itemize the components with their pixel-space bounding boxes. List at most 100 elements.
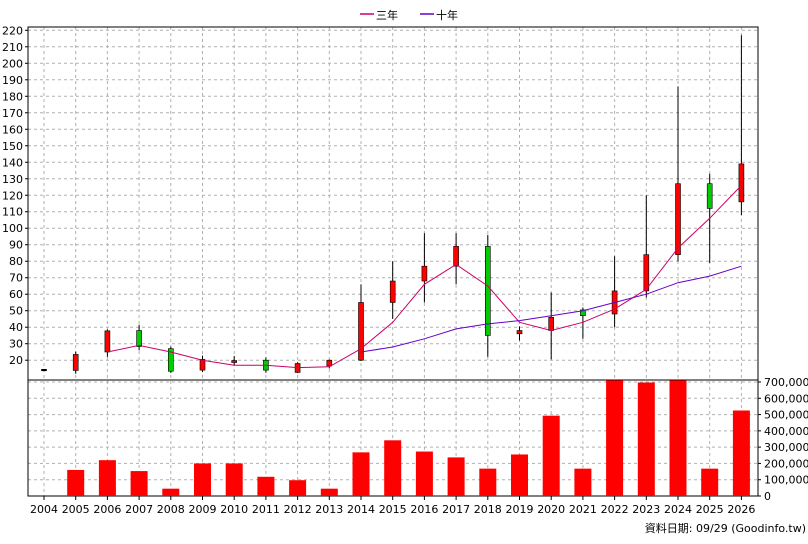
candle-body [580, 309, 586, 316]
candle-body [168, 348, 174, 372]
volume-tick-label: 0 [764, 490, 771, 503]
candle-body [104, 330, 111, 353]
year-tick-label: 2014 [347, 503, 375, 516]
price-tick-label: 160 [2, 123, 23, 136]
source-footer: 資料日期: 09/29 (Goodinfo.tw) [645, 521, 806, 535]
volume-tick-label: 400,000 [764, 425, 808, 438]
price-axis: 20 30 40 50 60 70 80 90 100 110 120 130 140 150 160 170… [2, 24, 28, 367]
price-tick-label: 70 [9, 272, 23, 285]
volume-bar [511, 454, 528, 496]
candle-body [516, 330, 523, 335]
moving-average-line [360, 265, 742, 353]
year-tick-label: 2018 [474, 503, 502, 516]
volume-bar [479, 468, 497, 496]
volume-bars [67, 380, 750, 496]
volume-bar [669, 380, 687, 496]
price-tick-label: 80 [9, 255, 23, 268]
price-tick-label: 20 [9, 354, 23, 367]
price-tick-label: 200 [2, 57, 23, 70]
moving-average-line [107, 185, 742, 369]
price-tick-label: 120 [2, 189, 23, 202]
price-tick-label: 110 [2, 206, 23, 219]
price-tick-label: 140 [2, 156, 23, 169]
year-tick-label: 2006 [93, 503, 121, 516]
candle-body [231, 360, 237, 363]
candle-body [643, 254, 650, 292]
year-tick-label: 2025 [696, 503, 724, 516]
year-axis: 2004 2005 2006 2007 2008 2009 2010 2011 2012 2013… [30, 496, 755, 516]
year-tick-label: 2011 [252, 503, 280, 516]
volume-bar [320, 488, 338, 496]
volume-tick-label: 100,000 [764, 474, 808, 487]
year-tick-label: 2021 [569, 503, 597, 516]
candle-body [389, 280, 396, 303]
price-tick-label: 60 [9, 288, 23, 301]
volume-bar [289, 480, 307, 496]
volume-bar [637, 382, 655, 496]
year-tick-label: 2016 [410, 503, 438, 516]
year-tick-label: 2026 [727, 503, 755, 516]
volume-axis: 0 100,000 200,000 300,000 400,000 500,000 600,… [758, 376, 808, 503]
year-tick-label: 2015 [379, 503, 407, 516]
price-tick-label: 40 [9, 321, 23, 334]
price-tick-label: 100 [2, 222, 23, 235]
year-tick-label: 2020 [537, 503, 565, 516]
year-tick-label: 2012 [284, 503, 312, 516]
candle-body [421, 265, 428, 282]
volume-bar [352, 452, 370, 496]
year-tick-label: 2024 [664, 503, 692, 516]
volume-bar [384, 440, 402, 496]
candle-body [484, 246, 491, 336]
year-tick-label: 2004 [30, 503, 58, 516]
volume-bar [130, 471, 148, 496]
candle-body [72, 354, 79, 371]
volume-bar [574, 468, 592, 496]
year-tick-label: 2008 [157, 503, 185, 516]
year-tick-label: 2009 [189, 503, 217, 516]
year-tick-label: 2013 [315, 503, 343, 516]
volume-bar [225, 463, 243, 496]
candle-body [41, 368, 47, 372]
candle-body [675, 183, 681, 255]
price-tick-label: 220 [2, 24, 23, 37]
candle-body [738, 163, 745, 203]
year-tick-label: 2017 [442, 503, 470, 516]
legend-label: 十年 [436, 8, 458, 22]
volume-tick-label: 500,000 [764, 409, 808, 422]
candle-body [199, 359, 206, 371]
year-tick-label: 2023 [632, 503, 660, 516]
price-tick-label: 180 [2, 90, 23, 103]
year-tick-label: 2019 [506, 503, 534, 516]
volume-bar [447, 457, 465, 496]
price-tick-label: 90 [9, 239, 23, 252]
price-tick-label: 30 [9, 338, 23, 351]
price-tick-label: 170 [2, 107, 23, 120]
volume-bar [732, 410, 750, 496]
candle-body [706, 183, 713, 209]
price-tick-label: 150 [2, 140, 23, 153]
candle-body [358, 302, 364, 361]
volume-tick-label: 300,000 [764, 441, 808, 454]
volume-tick-label: 700,000 [764, 376, 808, 389]
year-tick-label: 2022 [601, 503, 629, 516]
candle-body [453, 246, 459, 267]
volume-bar [542, 415, 560, 496]
volume-bar [194, 463, 211, 496]
candles [41, 35, 745, 374]
volume-bar [606, 380, 624, 496]
volume-bar [67, 469, 85, 496]
volume-bar [415, 451, 433, 496]
volume-tick-label: 200,000 [764, 457, 808, 470]
volume-bar [162, 488, 180, 496]
volume-bar [701, 468, 719, 496]
price-tick-label: 190 [2, 74, 23, 87]
volume-tick-label: 600,000 [764, 392, 808, 405]
legend-label: 三年 [376, 8, 398, 22]
price-tick-label: 50 [9, 305, 23, 318]
volume-bar [257, 476, 275, 496]
price-tick-label: 130 [2, 173, 23, 186]
price-tick-label: 210 [2, 41, 23, 54]
volume-bar [98, 460, 116, 496]
year-tick-label: 2010 [220, 503, 248, 516]
